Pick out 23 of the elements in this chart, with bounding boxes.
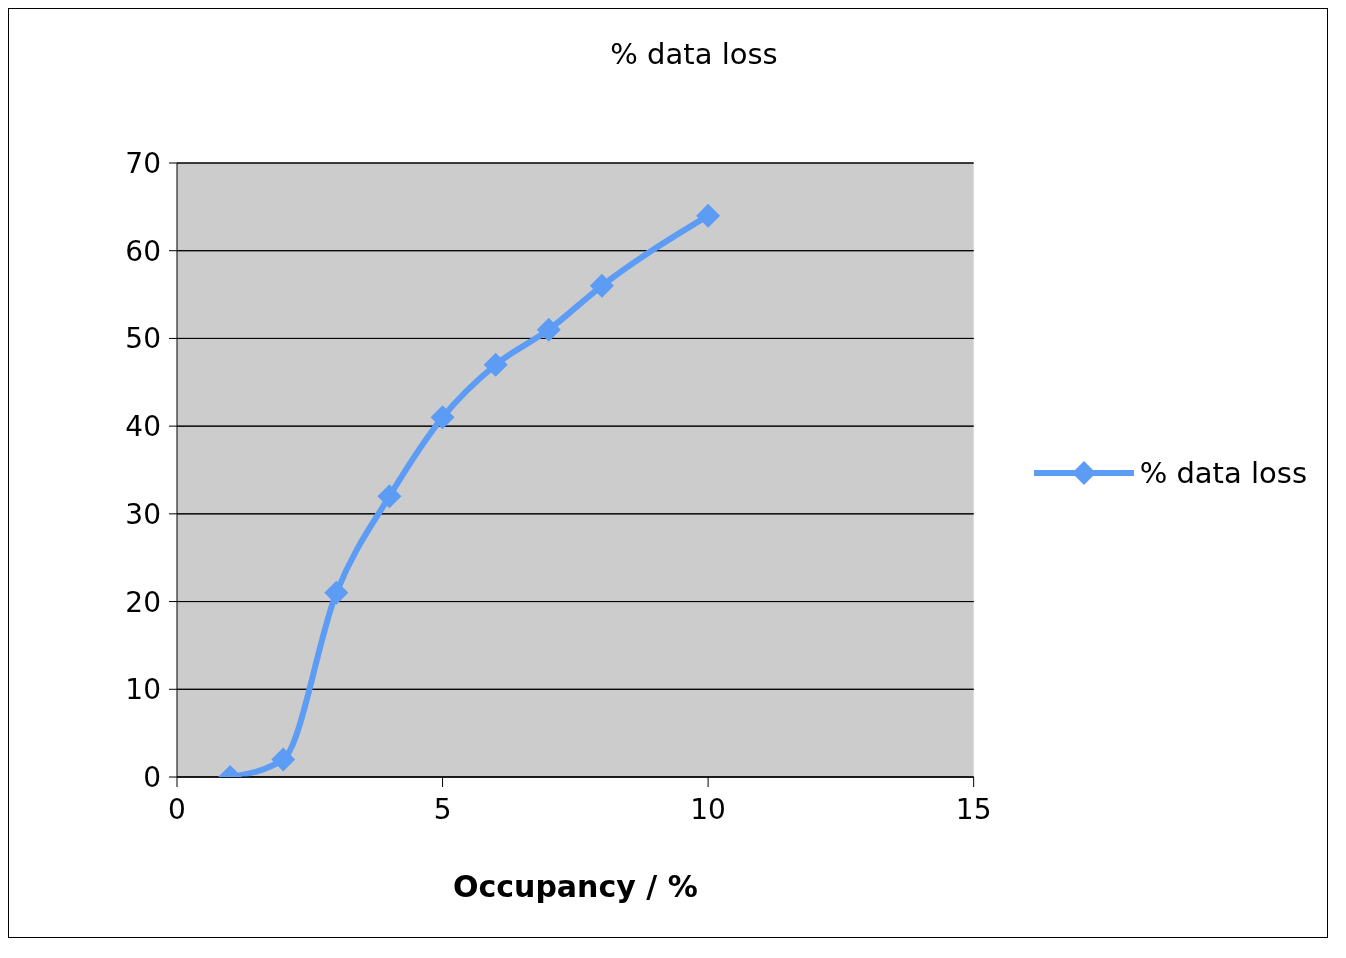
y-tick-label: 70 — [125, 146, 161, 180]
point — [377, 484, 402, 509]
chart-title: % data loss — [609, 37, 779, 71]
x-tick-label: 0 — [168, 792, 186, 826]
y-tick-label: 50 — [125, 322, 161, 356]
point — [589, 273, 614, 298]
y-tick-label: 60 — [125, 234, 161, 268]
point — [430, 405, 455, 430]
point — [271, 747, 296, 772]
y-tick-label: 30 — [125, 497, 161, 531]
y-tick-label: 10 — [125, 673, 161, 707]
point — [536, 317, 561, 342]
x-tick-label: 5 — [433, 792, 452, 826]
y-tick-label: 40 — [125, 410, 161, 444]
point — [324, 580, 349, 605]
point — [483, 352, 508, 377]
point — [696, 203, 721, 228]
y-tick-label: 20 — [125, 585, 161, 619]
legend-label: % data loss — [1139, 456, 1307, 490]
x-tick-label: 10 — [690, 792, 726, 826]
y-tick-label: 0 — [143, 760, 161, 794]
x-axis-title: Occupancy / % — [452, 869, 698, 904]
x-tick-label: 15 — [955, 792, 992, 826]
